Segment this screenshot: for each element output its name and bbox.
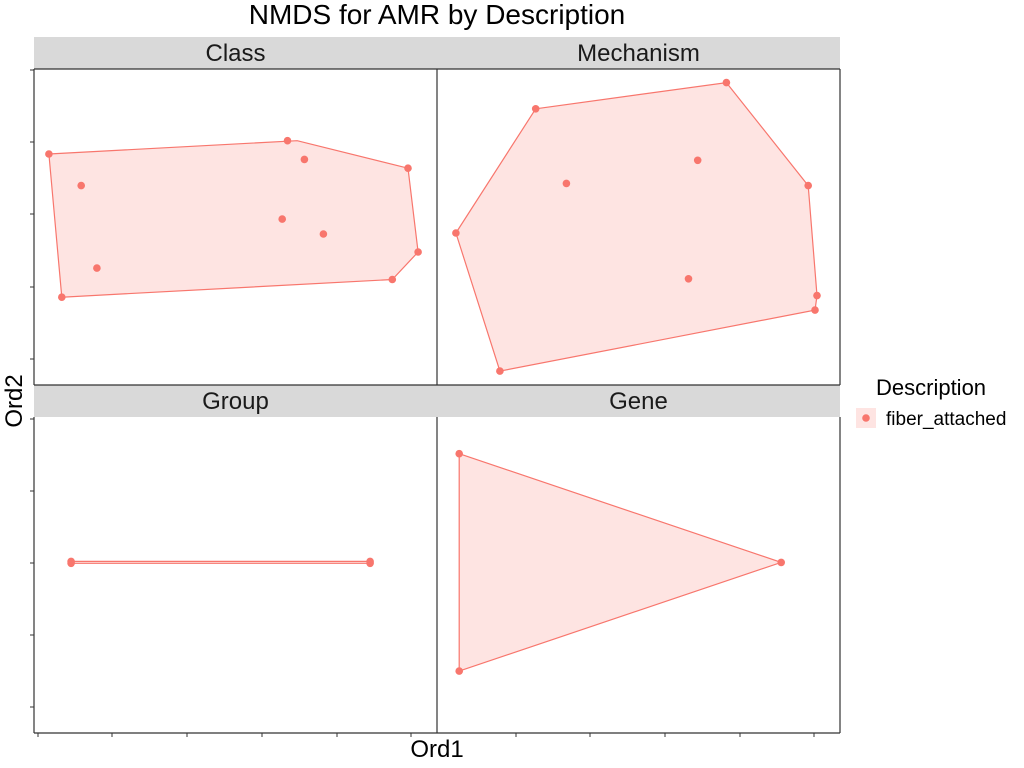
strip-class <box>34 37 437 69</box>
data-point <box>283 136 292 145</box>
axis-lines <box>33 68 841 734</box>
panel-mechanism: Mechanism <box>437 37 840 385</box>
panel-gene: Gene <box>437 385 840 733</box>
data-point <box>414 248 422 256</box>
data-point <box>93 264 101 272</box>
hull-mechanism <box>455 81 818 372</box>
data-point <box>722 78 731 87</box>
legend-entries: fiber_attached <box>856 408 1006 430</box>
plot-area-gene <box>437 417 840 733</box>
data-point <box>777 558 785 567</box>
legend-item: fiber_attached <box>856 408 1006 430</box>
data-point <box>562 179 571 188</box>
panel-group: Group <box>34 385 437 733</box>
panel-class: Class <box>34 37 437 385</box>
chart-title: NMDS for AMR by Description <box>249 0 626 30</box>
plot-area-mechanism <box>437 69 840 385</box>
legend-key-point <box>862 414 870 422</box>
plot-area-class <box>34 69 437 385</box>
hull-class <box>48 140 419 298</box>
data-point <box>45 150 53 158</box>
data-point <box>684 275 693 283</box>
x-axis-ticks <box>37 733 815 737</box>
strip-label-group: Group <box>202 388 269 415</box>
legend-title: Description <box>876 375 986 400</box>
x-axis-title: Ord1 <box>410 736 463 763</box>
data-point <box>300 155 309 164</box>
hull-group <box>70 560 371 564</box>
strip-group <box>34 385 437 417</box>
data-point <box>404 164 412 172</box>
data-point <box>813 291 821 300</box>
data-point <box>388 275 397 284</box>
data-point <box>58 293 66 302</box>
data-point <box>804 181 812 190</box>
data-point <box>278 215 287 223</box>
data-point <box>77 181 85 190</box>
y-axis-ticks <box>30 69 34 708</box>
strip-label-class: Class <box>205 40 265 67</box>
legend-label: fiber_attached <box>886 409 1006 430</box>
data-point <box>531 105 540 113</box>
legend: Description fiber_attached <box>856 375 1006 430</box>
plot-area-group <box>34 417 437 733</box>
data-point <box>455 667 464 675</box>
hull-gene <box>458 452 784 672</box>
data-point <box>452 229 460 237</box>
data-point <box>366 557 374 566</box>
data-point <box>319 230 328 238</box>
strip-label-mechanism: Mechanism <box>577 40 700 67</box>
data-point <box>455 449 464 458</box>
strip-label-gene: Gene <box>609 388 668 415</box>
strip-gene <box>437 385 840 417</box>
data-point <box>811 306 819 314</box>
y-axis-title: Ord2 <box>1 374 28 427</box>
facet-panels: Class Mechanism Group Gene <box>33 37 841 734</box>
strip-mechanism <box>437 37 840 69</box>
data-point <box>496 367 504 375</box>
data-point <box>693 156 702 165</box>
data-point <box>67 557 75 566</box>
